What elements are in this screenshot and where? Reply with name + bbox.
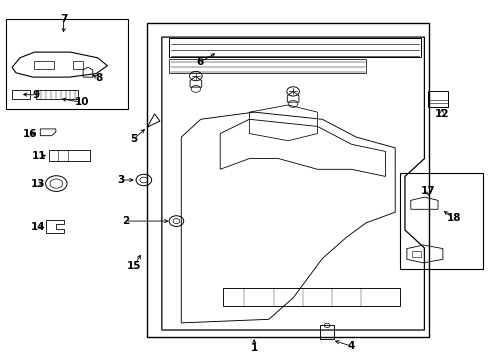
Text: 2: 2 — [122, 216, 129, 226]
Text: 7: 7 — [60, 14, 67, 24]
Text: 1: 1 — [250, 343, 257, 353]
Text: 3: 3 — [117, 175, 124, 185]
Text: 10: 10 — [74, 97, 89, 107]
Text: 8: 8 — [95, 73, 102, 83]
Text: 12: 12 — [434, 109, 448, 119]
Text: 6: 6 — [196, 57, 203, 67]
Text: 16: 16 — [22, 129, 37, 139]
Text: 11: 11 — [32, 151, 46, 161]
Text: 13: 13 — [31, 179, 45, 189]
Text: 4: 4 — [347, 341, 354, 351]
Text: 14: 14 — [30, 222, 45, 232]
Text: 17: 17 — [420, 186, 435, 197]
Text: 9: 9 — [33, 90, 40, 100]
Text: 5: 5 — [130, 134, 137, 144]
Text: 15: 15 — [126, 261, 141, 271]
Text: 18: 18 — [446, 213, 460, 223]
